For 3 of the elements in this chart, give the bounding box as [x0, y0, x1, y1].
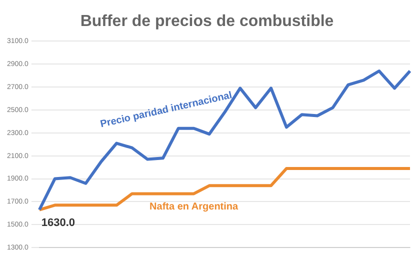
series-label: Nafta en Argentina [150, 202, 239, 213]
chart-title: Buffer de precios de combustible [80, 13, 334, 30]
annotation: 1630.0 [41, 216, 76, 229]
